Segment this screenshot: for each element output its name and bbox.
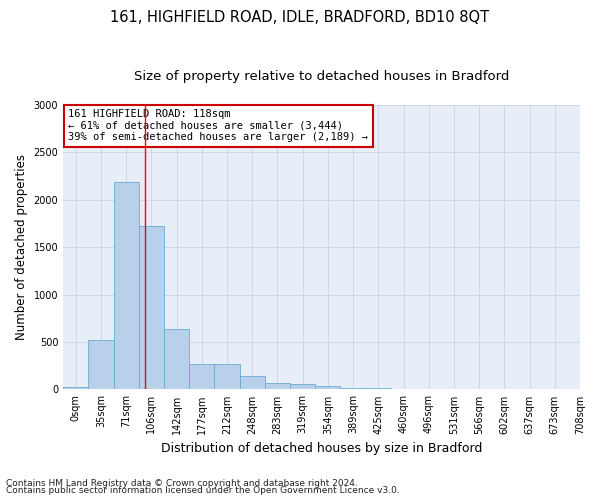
- Y-axis label: Number of detached properties: Number of detached properties: [15, 154, 28, 340]
- Text: Contains public sector information licensed under the Open Government Licence v3: Contains public sector information licen…: [6, 486, 400, 495]
- Text: 161 HIGHFIELD ROAD: 118sqm
← 61% of detached houses are smaller (3,444)
39% of s: 161 HIGHFIELD ROAD: 118sqm ← 61% of deta…: [68, 110, 368, 142]
- Bar: [113, 182, 139, 390]
- Bar: [366, 388, 391, 390]
- Bar: [164, 329, 189, 390]
- Bar: [290, 384, 315, 390]
- Bar: [139, 226, 164, 390]
- Bar: [239, 376, 265, 390]
- Bar: [63, 387, 88, 390]
- Bar: [340, 388, 366, 390]
- Text: 161, HIGHFIELD ROAD, IDLE, BRADFORD, BD10 8QT: 161, HIGHFIELD ROAD, IDLE, BRADFORD, BD1…: [110, 10, 490, 25]
- Text: Contains HM Land Registry data © Crown copyright and database right 2024.: Contains HM Land Registry data © Crown c…: [6, 478, 358, 488]
- Bar: [189, 364, 214, 390]
- Bar: [265, 383, 290, 390]
- X-axis label: Distribution of detached houses by size in Bradford: Distribution of detached houses by size …: [161, 442, 482, 455]
- Bar: [214, 364, 239, 390]
- Title: Size of property relative to detached houses in Bradford: Size of property relative to detached ho…: [134, 70, 509, 83]
- Bar: [315, 386, 340, 390]
- Bar: [88, 340, 113, 390]
